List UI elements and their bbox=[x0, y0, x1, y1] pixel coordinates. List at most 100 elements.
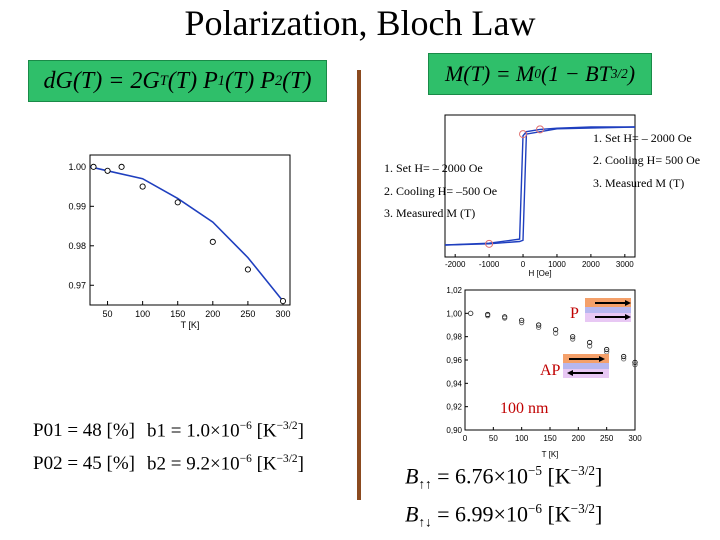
eq-right-b: (1 − BT bbox=[540, 61, 611, 86]
b-parallel-close: ] bbox=[595, 463, 603, 489]
p02-text: P02 = 45 [%] bbox=[33, 453, 136, 474]
eq-right-c: ) bbox=[627, 61, 636, 86]
b2-val: b2 = 9.2×10 bbox=[147, 453, 240, 475]
eq-left-sub-2: 2 bbox=[274, 72, 283, 89]
tmr-y-tick-label: 1,00 bbox=[446, 309, 462, 318]
polarization-x-tick-label: 100 bbox=[135, 309, 150, 319]
hysteresis-upper-branch bbox=[444, 126, 635, 246]
antiparallel-stack-icon bbox=[563, 354, 609, 378]
b1-unit-exp: −3/2 bbox=[276, 420, 298, 432]
tmr-point bbox=[570, 334, 576, 340]
ap-top-arrowhead bbox=[599, 356, 605, 362]
step-right-2: 2. Cooling H= 500 Oe bbox=[593, 153, 701, 167]
polarization-y-tick-label: 0.99 bbox=[68, 201, 86, 211]
slide-title: Polarization, Bloch Law bbox=[184, 3, 536, 43]
tmr-point bbox=[632, 362, 638, 368]
b-anti-unit: [K bbox=[547, 501, 571, 527]
tmr-point bbox=[604, 346, 610, 353]
b-anti-exp: −6 bbox=[527, 501, 542, 516]
polarization-plot-frame bbox=[89, 154, 291, 306]
p01-text: P01 = 48 [%] bbox=[33, 420, 136, 441]
hysteresis-x-tick-label: 2000 bbox=[582, 260, 600, 269]
eq-left-sub-1: 1 bbox=[217, 72, 225, 89]
hysteresis-lower-branch bbox=[444, 126, 636, 246]
polarization-x-tick-label: 150 bbox=[170, 309, 185, 319]
hysteresis-x-tick-label: -1000 bbox=[479, 260, 500, 269]
step-right-3: 3. Measured M (T) bbox=[593, 176, 685, 190]
polarization-x-tick-label: 300 bbox=[275, 309, 290, 319]
b-antiparallel-equation: B↑↓ = 6.99×10−6 [K−3/2] bbox=[405, 501, 602, 531]
tmr-point bbox=[553, 327, 559, 333]
polarization-point bbox=[104, 167, 111, 174]
b1-unit: [K bbox=[256, 420, 277, 442]
b2-text: b2 = 9.2×10−6 [K−3/2] bbox=[147, 453, 304, 475]
tmr-point bbox=[587, 339, 593, 346]
tmr-x-tick-label: 250 bbox=[600, 434, 614, 443]
ap-barrier-layer bbox=[563, 363, 609, 369]
tmr-x-tick-label: 150 bbox=[543, 434, 557, 443]
tmr-point bbox=[485, 313, 491, 319]
tmr-point bbox=[502, 315, 508, 321]
b-anti-val: = 6.99×10 bbox=[437, 501, 528, 527]
polarization-y-tick-label: 0.97 bbox=[68, 280, 86, 290]
hysteresis-marker bbox=[536, 125, 544, 134]
hysteresis-x-tick-label: 3000 bbox=[616, 260, 634, 269]
b1-close: ] bbox=[297, 420, 304, 442]
b2-unit-exp: −3/2 bbox=[276, 453, 298, 465]
polarization-point bbox=[174, 199, 181, 206]
tmr-point bbox=[536, 322, 542, 328]
b-parallel-symbol: B bbox=[405, 463, 419, 489]
tmr-y-tick-label: 0,92 bbox=[446, 403, 462, 412]
hysteresis-x-tick-label: -2000 bbox=[445, 260, 466, 269]
tmr-point bbox=[536, 324, 542, 330]
eq-left-d: (T) bbox=[282, 67, 312, 94]
b-parallel-sub: ↑↑ bbox=[418, 476, 432, 492]
b2-unit: [K bbox=[256, 453, 277, 475]
p-barrier-layer bbox=[585, 307, 631, 313]
eq-left-b: (T) P bbox=[167, 67, 218, 94]
tmr-point bbox=[621, 356, 627, 362]
green-equation-right: M(T) = M 0 (1 − BT 3/2) bbox=[428, 53, 652, 95]
polarization-point bbox=[118, 163, 125, 170]
hysteresis-marker bbox=[519, 130, 528, 139]
tmr-x-tick-label: 100 bbox=[515, 434, 529, 443]
polarization-point bbox=[244, 266, 251, 273]
tmr-x-tick-label: 300 bbox=[628, 434, 642, 443]
b1-val: b1 = 1.0×10 bbox=[147, 420, 240, 442]
polarization-point bbox=[279, 298, 287, 305]
b-parallel-unit-exp: −3/2 bbox=[570, 463, 596, 478]
tmr-y-tick-label: 0,90 bbox=[446, 426, 462, 435]
tmr-point bbox=[570, 336, 576, 342]
polarization-x-tick-label: 200 bbox=[205, 309, 220, 319]
polarization-point bbox=[90, 163, 97, 170]
hysteresis-x-tick-label: 0 bbox=[521, 260, 526, 269]
b-anti-unit-exp: −3/2 bbox=[570, 501, 596, 516]
step-right-1: 1. Set H= – 2000 Oe bbox=[593, 131, 692, 145]
hysteresis-x-label: H [Oe] bbox=[528, 269, 551, 278]
tmr-point bbox=[632, 359, 638, 365]
b-parallel-exp: −5 bbox=[527, 463, 542, 478]
tmr-y-tick-label: 0,96 bbox=[446, 356, 462, 365]
vertical-divider bbox=[357, 70, 361, 500]
tmr-point bbox=[587, 343, 593, 349]
tmr-point bbox=[553, 330, 559, 336]
tmr-point bbox=[468, 310, 474, 316]
tmr-y-tick-label: 0,98 bbox=[446, 333, 462, 342]
hysteresis-chart: -2000 -1000 0 1000 2000 3000 H [Oe] bbox=[444, 114, 636, 278]
tmr-y-tick-label: 0,94 bbox=[446, 379, 462, 388]
polarization-x-tick-label: 250 bbox=[240, 309, 255, 319]
p-top-arrowhead bbox=[625, 300, 631, 306]
tmr-x-tick-label: 50 bbox=[489, 434, 498, 443]
b-parallel-unit: [K bbox=[547, 463, 571, 489]
b-anti-sub: ↑↓ bbox=[418, 514, 432, 530]
hysteresis-marker bbox=[485, 239, 494, 248]
step-left-2: 2. Cooling H= –500 Oe bbox=[384, 184, 498, 198]
parallel-stack-icon bbox=[585, 298, 631, 322]
b2-exp: −6 bbox=[239, 453, 252, 465]
tmr-point bbox=[519, 320, 525, 326]
tmr-x-tick-label: 200 bbox=[572, 434, 586, 443]
hysteresis-plot-frame bbox=[444, 114, 636, 258]
label-p: P bbox=[570, 305, 579, 322]
label-ap: AP bbox=[540, 362, 561, 379]
eq-right-a: M(T) = M bbox=[444, 61, 535, 86]
